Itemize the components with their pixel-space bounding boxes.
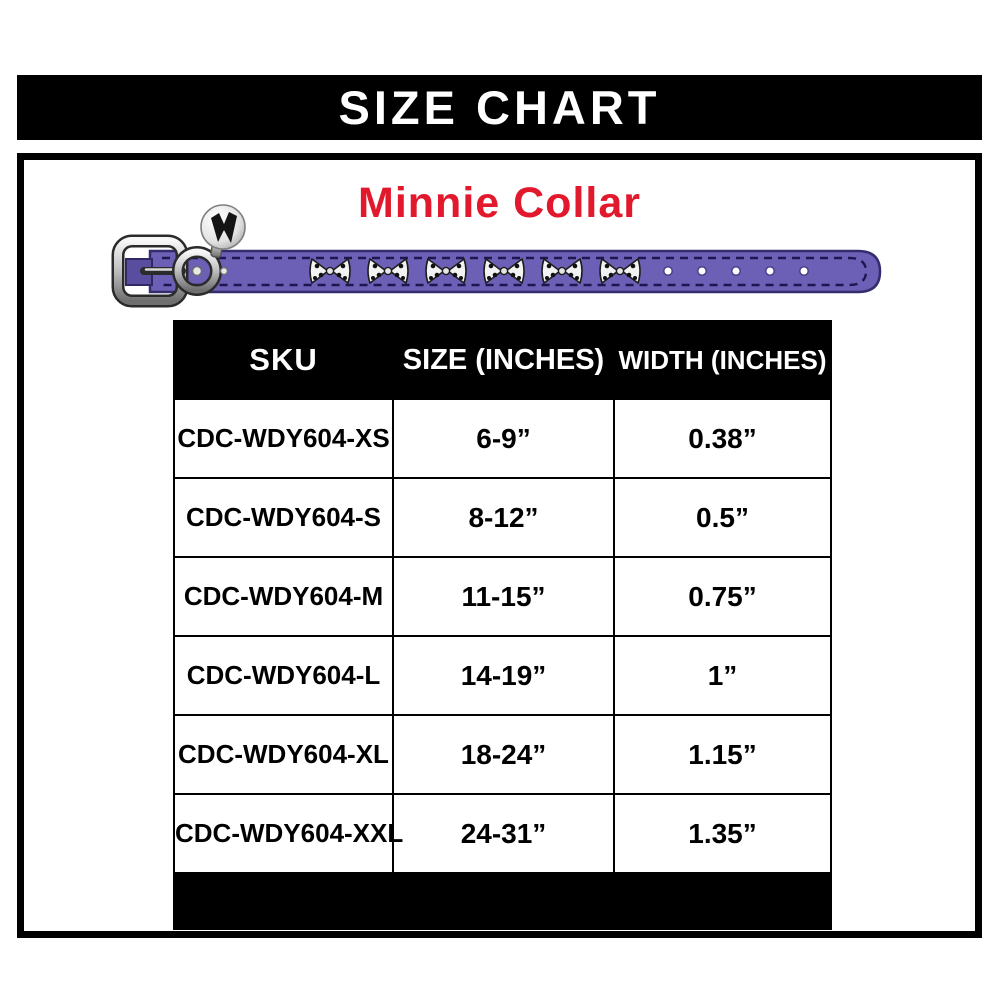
table-row: CDC-WDY604-L 14-19” 1” [173,635,832,716]
cell-size: 24-31” [392,793,615,874]
cell-sku: CDC-WDY604-L [173,635,394,716]
cell-width: 0.38” [613,398,832,479]
table-header-row: SKU SIZE (INCHES) WIDTH (INCHES) [173,320,832,400]
cell-sku: CDC-WDY604-XL [173,714,394,795]
rivet [191,265,203,277]
size-chart-banner: SIZE CHART [17,75,982,140]
cell-sku: CDC-WDY604-S [173,477,394,558]
banner-title: SIZE CHART [338,81,661,134]
table-row: CDC-WDY604-XS 6-9” 0.38” [173,398,832,479]
collar-stitching [162,256,868,287]
adjustment-holes [663,266,809,276]
table-row: CDC-WDY604-XXL 24-31” 1.35” [173,793,832,874]
header-cell-sku: SKU [173,320,394,400]
header-cell-width: WIDTH (INCHES) [613,320,832,400]
cell-size: 18-24” [392,714,615,795]
table-row: CDC-WDY604-S 8-12” 0.5” [173,477,832,558]
rivet-small [219,266,229,276]
collar-illustration [111,204,882,308]
table-footer-bar [173,872,832,930]
cell-sku: CDC-WDY604-XXL [173,793,403,874]
cell-size: 14-19” [392,635,615,716]
cell-width: 1” [613,635,832,716]
d-ring-icon [172,246,222,296]
cell-size: 8-12” [392,477,615,558]
table-row: CDC-WDY604-XL 18-24” 1.15” [173,714,832,795]
cell-sku: CDC-WDY604-XS [173,398,394,479]
bell-m-bolt [211,212,237,243]
cell-width: 1.15” [613,714,832,795]
header-cell-size: SIZE (INCHES) [392,320,615,400]
cell-width: 0.75” [613,556,832,637]
size-table: SKU SIZE (INCHES) WIDTH (INCHES) CDC-WDY… [173,320,832,930]
table-row: CDC-WDY604-M 11-15” 0.75” [173,556,832,637]
footer-bar-fill [173,872,832,930]
cell-width: 0.5” [613,477,832,558]
cell-size: 11-15” [392,556,615,637]
cell-width: 1.35” [613,793,832,874]
bell-icon [200,204,246,258]
cell-sku: CDC-WDY604-M [173,556,394,637]
product-title: Minnie Collar [358,179,641,227]
cell-size: 6-9” [392,398,615,479]
